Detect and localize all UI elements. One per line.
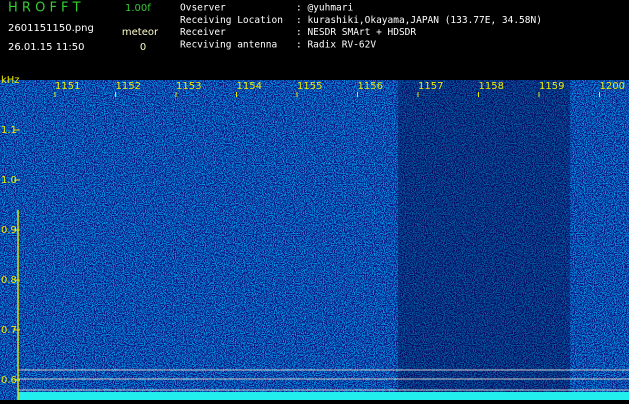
x-tick-label: 1154 xyxy=(237,81,262,92)
x-tick-label: 1151 xyxy=(55,81,80,92)
info-label: Receiver xyxy=(180,27,226,38)
info-value: : NESDR SMArt + HDSDR xyxy=(296,27,416,38)
version: 1.00f xyxy=(125,3,151,14)
timestamp: 26.01.15 11:50 xyxy=(8,42,85,53)
x-tick-label: 1155 xyxy=(297,81,322,92)
y-tick-label: 0.8 xyxy=(1,275,17,286)
meteor-count: 0 xyxy=(140,42,146,53)
y-axis-label: kHz xyxy=(1,75,20,86)
x-tick-label: 1157 xyxy=(418,81,443,92)
info-label: Ovserver xyxy=(180,3,226,14)
x-tick-label: 1158 xyxy=(479,81,504,92)
x-tick-label: 1153 xyxy=(176,81,201,92)
meteor-label: meteor xyxy=(122,27,159,38)
info-label: Receiving Location xyxy=(180,15,283,26)
y-tick-label: 1.1 xyxy=(1,125,17,136)
y-tick-label: 0.7 xyxy=(1,325,17,336)
x-tick-label: 1156 xyxy=(358,81,383,92)
signal-trace xyxy=(18,392,629,400)
logo: H R O F F T xyxy=(8,1,81,16)
info-value: : Radix RV-62V xyxy=(296,39,376,50)
x-tick-label: 1200 xyxy=(600,81,625,92)
y-tick-label: 0.9 xyxy=(1,225,17,236)
info-value: : @yuhmari xyxy=(296,3,353,14)
noise xyxy=(0,80,629,400)
y-tick-label: 0.6 xyxy=(1,375,17,386)
shade xyxy=(398,80,570,400)
info-label: Recviving antenna xyxy=(180,39,277,50)
y-tick-label: 1.0 xyxy=(1,175,17,186)
x-tick-label: 1152 xyxy=(116,81,141,92)
x-tick-label: 1159 xyxy=(539,81,564,92)
filename: 2601151150.png xyxy=(8,23,94,34)
header-bg xyxy=(0,0,629,80)
info-value: : kurashiki,Okayama,JAPAN (133.77E, 34.5… xyxy=(296,15,542,26)
